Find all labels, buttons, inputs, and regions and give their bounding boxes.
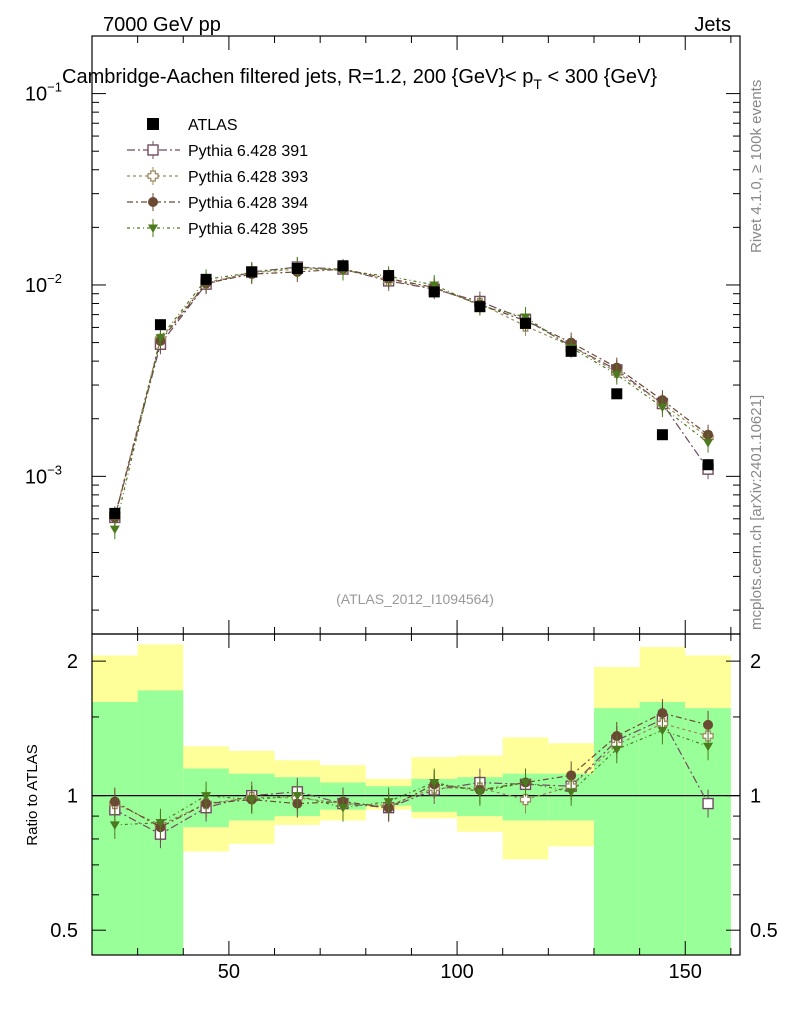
xtick-label: 150 [669,961,702,983]
mc-point-4 [703,439,714,448]
ratio-point-3 [657,708,668,719]
xtick-label: 50 [218,961,240,983]
main-ytick-label: 10−3 [25,462,62,488]
mc-line-3 [114,268,709,518]
legend: ATLAS Pythia 6.428 391 Pythia 6.428 393 Pyt… [127,117,308,238]
mc-point-4 [155,334,166,343]
atlas-data-point [702,459,714,471]
atlas-data-point [246,266,258,278]
main-ytick-label-exponent: −3 [47,462,62,477]
energy-label: 7000 GeV pp [103,14,221,36]
ratio-point-1 [702,797,714,810]
atlas-data-point [428,286,440,298]
ratio-point-4 [246,796,257,805]
mcplots-label: mcplots.cern.ch [arXiv:2401.10621] [748,395,765,630]
ratio-point-4 [109,821,120,830]
main-panel: 10−110−210−3 [25,35,741,635]
ratio-point-4 [474,788,485,797]
legend-marker-4 [148,224,158,233]
ratio-ytick-label-right: 2 [750,651,761,673]
ratio-frame [91,633,741,956]
main-ytick-label: 10−1 [25,80,62,106]
mc-point-4 [657,403,668,413]
plot-title-main: Cambridge-Aachen filtered jets, R=1.2, 2… [62,66,533,88]
rivet-version-label: Rivet 4.1.0, ≥ 100k events [748,80,765,253]
ratio-point-4 [337,804,348,813]
mc-line-1 [114,266,709,518]
atlas-data-point [200,273,212,285]
mc-point-4 [520,313,531,323]
ratio-line-2 [114,722,709,826]
analysis-id-label: (ATLAS_2012_I1094564) [336,591,494,607]
ratio-point-4 [566,788,577,797]
legend-label-3: Pythia 6.428 394 [188,195,308,212]
ratio-point-4 [611,745,622,755]
ratio-ytick-label-left: 2 [67,651,78,673]
legend-label-2: Pythia 6.428 393 [188,169,308,186]
ratio-line-3 [114,712,709,828]
ratio-point-4 [703,742,714,752]
ratio-point-3 [566,770,577,781]
ratio-point-2 [519,793,532,806]
atlas-data-point [565,345,577,357]
main-ytick-label-exponent: −1 [47,80,62,95]
atlas-data-point [611,388,623,400]
ratio-point-4 [383,798,394,807]
mc-point-4 [109,525,120,535]
ratio-point-4 [429,779,440,788]
atlas-data-point [383,270,395,282]
atlas-data-point [154,319,166,331]
atlas-data-point [337,260,349,272]
ratio-ylabel: Ratio to ATLAS [24,744,41,845]
main-ytick-label-exponent: −2 [47,271,62,286]
ratio-point-4 [292,792,303,801]
plot-title-subscript: T [533,76,542,92]
legend-atlas-marker [147,118,159,130]
ratio-series-group [109,699,714,849]
mc-line-2 [114,268,709,517]
legend-atlas-label: ATLAS [188,117,238,134]
main-ytick-label-base: 10 [25,84,47,106]
legend-label-1: Pythia 6.428 391 [188,143,308,160]
mc-point-4 [611,371,622,380]
ratio-ytick-label-right: 1 [750,786,761,808]
main-ytick-label-base: 10 [25,466,47,488]
ratio-line-1 [114,718,709,835]
atlas-data-point [109,507,121,519]
main-ytick-label-base: 10 [25,275,47,297]
ratio-point-3 [109,796,120,807]
ratio-ytick-label-left: 0.5 [50,920,78,942]
plot-title-tail: < 300 {GeV} [542,66,657,88]
ratio-panel: 50 100 150 0.5 0.5 1 1 2 2 [50,633,778,983]
category-label: Jets [694,14,731,36]
legend-marker-2 [147,170,159,182]
ratio-bands-group [92,644,731,955]
ratio-point-4 [201,792,212,801]
ratio-point-4 [155,819,166,828]
legend-label-4: Pythia 6.428 395 [188,221,308,238]
xtick-label: 100 [440,961,473,983]
atlas-data-point [520,317,532,329]
main-series-group [109,257,714,540]
atlas-data-point [291,262,303,274]
legend-marker-1 [147,144,159,156]
atlas-data-point [474,301,486,313]
mc-point-4 [429,281,440,290]
ratio-ytick-label-right: 0.5 [750,920,778,942]
ratio-point-4 [657,726,668,736]
ratio-point-4 [520,779,531,788]
ratio-point-3 [703,719,714,730]
atlas-data-point [656,429,668,441]
plot-title: Cambridge-Aachen filtered jets, R=1.2, 2… [62,66,657,92]
legend-marker-3 [148,197,158,207]
ratio-ytick-label-left: 1 [67,786,78,808]
ratio-line-4 [114,729,709,826]
main-ytick-label: 10−2 [25,271,62,297]
